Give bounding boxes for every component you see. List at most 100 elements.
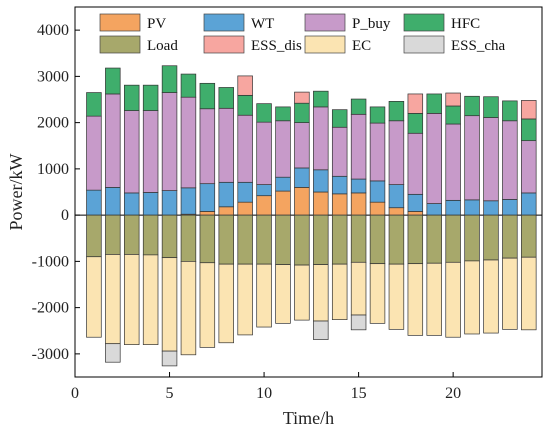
legend-label-p-buy: P_buy <box>352 16 391 32</box>
bar-ec <box>502 257 518 330</box>
y-tick-label: -1000 <box>32 253 69 270</box>
bar-wt <box>86 189 102 216</box>
bar-wt <box>142 192 159 216</box>
bar-hfc <box>105 67 121 95</box>
bar-ess-cha <box>313 320 329 340</box>
bar-hfc <box>199 82 216 110</box>
bar-ec <box>369 263 386 324</box>
bar-load <box>199 214 216 264</box>
bar-load <box>180 214 197 262</box>
bar-hfc <box>464 95 480 117</box>
bar-p-buy <box>464 115 480 201</box>
bar-ec <box>331 263 348 320</box>
bar-ec <box>350 261 367 316</box>
bar-wt <box>123 192 140 216</box>
bar-hfc <box>407 113 424 134</box>
bar-ec <box>256 263 272 328</box>
bar-ess-dis <box>521 100 537 120</box>
legend-label-ec: EC <box>352 38 371 54</box>
bar-p-buy <box>331 126 348 177</box>
bar-ec <box>445 261 461 338</box>
bar-p-buy <box>388 120 405 185</box>
bar-load <box>142 214 159 256</box>
bar-load <box>350 214 367 263</box>
bar-wt <box>275 176 291 192</box>
bar-p-buy <box>142 110 159 193</box>
bar-wt <box>464 199 480 216</box>
bar-wt <box>369 180 386 203</box>
x-tick-label: 0 <box>71 385 79 402</box>
bar-load <box>256 214 272 265</box>
bar-wt <box>407 193 424 212</box>
bar-load <box>464 214 480 262</box>
legend-swatch-p-buy <box>304 13 346 32</box>
bar-hfc <box>388 100 405 122</box>
bar-load <box>218 214 234 265</box>
bar-hfc <box>275 106 291 122</box>
bar-load <box>521 214 537 258</box>
y-tick-label: 4000 <box>37 22 69 39</box>
bar-ec <box>275 264 291 324</box>
bar-pv <box>294 187 310 216</box>
bar-p-buy <box>350 113 367 180</box>
bar-p-buy <box>105 93 121 188</box>
bar-p-buy <box>199 108 216 185</box>
bar-hfc <box>123 84 140 111</box>
bar-ess-cha <box>350 314 367 331</box>
bar-wt <box>388 184 405 209</box>
bar-hfc <box>331 109 348 128</box>
y-tick-label: 3000 <box>37 68 69 85</box>
legend-label-hfc: HFC <box>451 16 480 32</box>
bar-ec <box>388 263 405 330</box>
legend-swatch-ec <box>304 35 346 54</box>
bars-layer <box>86 65 537 367</box>
bar-p-buy <box>445 123 461 201</box>
x-tick-label: 10 <box>256 385 272 402</box>
bar-p-buy <box>369 122 386 182</box>
x-tick-label: 5 <box>166 385 174 402</box>
legend-label-load: Load <box>147 38 178 54</box>
legend-label-ess-dis: ESS_dis <box>251 38 302 54</box>
bar-load <box>388 214 405 265</box>
bar-wt <box>350 178 367 194</box>
bar-p-buy <box>256 121 272 185</box>
legend-label-wt: WT <box>251 16 274 32</box>
bar-wt <box>218 181 234 208</box>
bar-load <box>331 214 348 265</box>
bar-hfc <box>180 73 197 98</box>
bar-ec <box>464 260 480 335</box>
bar-ec <box>294 264 310 321</box>
legend-swatch-hfc <box>403 13 445 32</box>
y-tick-label: 0 <box>61 207 69 224</box>
bar-hfc <box>350 98 367 115</box>
bar-load <box>275 214 291 265</box>
bar-wt <box>256 184 272 197</box>
bar-ec <box>199 262 216 348</box>
bar-hfc <box>142 84 159 111</box>
bar-wt <box>180 187 197 215</box>
y-axis-label: Power/kW <box>6 153 26 230</box>
legend-swatch-pv <box>99 13 141 32</box>
legend-swatch-ess-cha <box>403 35 445 54</box>
bar-hfc <box>521 118 537 142</box>
bar-load <box>445 214 461 263</box>
bar-wt <box>483 200 499 216</box>
y-tick-label: -3000 <box>32 346 69 363</box>
bar-ess-dis <box>294 91 310 104</box>
bar-ess-dis <box>445 92 461 107</box>
bar-wt <box>331 175 348 195</box>
bar-ec <box>161 257 178 352</box>
bar-p-buy <box>180 96 197 189</box>
bar-pv <box>237 201 253 216</box>
bar-ec <box>237 263 253 336</box>
bar-pv <box>313 191 329 216</box>
bar-pv <box>331 193 348 216</box>
bar-p-buy <box>521 140 537 194</box>
legend-swatch-load <box>99 35 141 54</box>
bar-p-buy <box>407 132 424 195</box>
bar-pv <box>407 211 424 216</box>
bar-ec <box>483 259 499 334</box>
bar-load <box>86 214 102 258</box>
bar-pv <box>350 192 367 216</box>
legend-swatch-ess-dis <box>203 35 245 54</box>
